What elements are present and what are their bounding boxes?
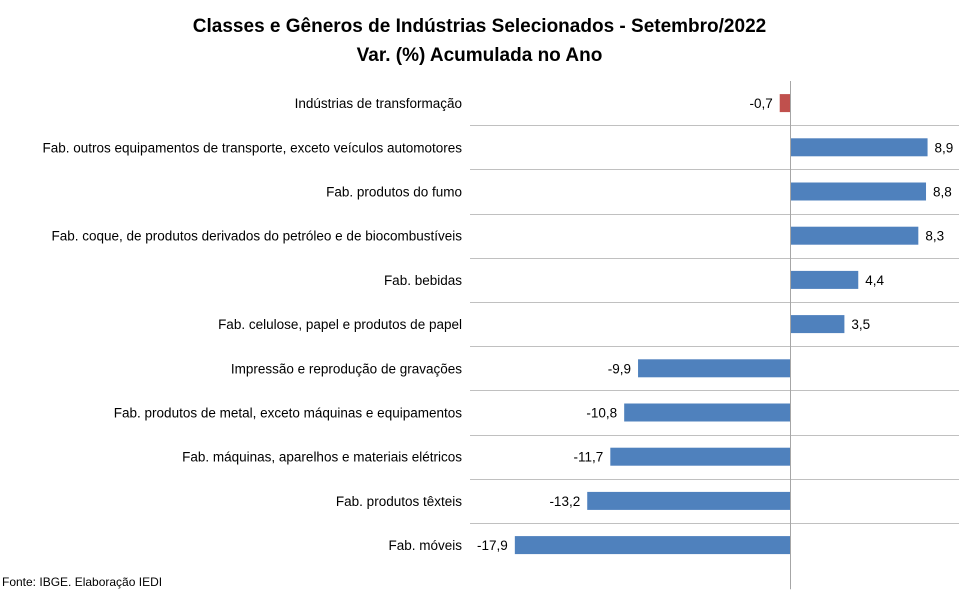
data-label: 4,4 [865,273,884,288]
bar [790,182,927,201]
chart-title: Classes e Gêneros de Indústrias Selecion… [192,16,767,37]
data-label: 3,5 [851,317,870,332]
bar [610,447,791,466]
bar [790,226,919,245]
bar [624,403,791,422]
labels: Indústrias de transformação -0,7 Fab. outr… [43,96,954,553]
category-label: Impressão e reprodução de gravações [231,361,462,376]
bar [790,315,845,334]
bar [790,270,859,289]
gridlines [470,125,959,524]
chart-title-block: Classes e Gêneros de Indústrias Selecion… [0,12,959,70]
category-label: Fab. outros equipamentos de transporte, … [43,140,463,155]
category-label: Fab. coque, de produtos derivados do pet… [51,229,462,244]
bar [638,359,791,378]
bar [587,491,791,510]
category-label: Fab. celulose, papel e produtos de papel [218,317,462,332]
category-label: Indústrias de transformação [295,96,462,111]
data-label: -10,8 [586,406,617,421]
source-note: Fonte: IBGE. Elaboração IEDI [2,575,163,589]
bar [514,536,791,555]
data-label: 8,9 [935,140,954,155]
data-label: -0,7 [749,96,772,111]
data-label: -17,9 [477,538,508,553]
category-label: Fab. móveis [388,538,462,553]
bars [514,94,928,555]
bar [779,94,791,113]
data-label: 8,8 [933,185,952,200]
category-label: Fab. produtos do fumo [326,185,462,200]
data-label: -9,9 [608,361,631,376]
category-label: Fab. produtos de metal, exceto máquinas … [114,406,462,421]
data-label: -13,2 [549,494,580,509]
data-label: 8,3 [925,229,944,244]
bar [790,138,928,157]
data-label: -11,7 [574,450,604,465]
chart-subtitle: Var. (%) Acumulada no Ano [356,45,603,66]
category-label: Fab. máquinas, aparelhos e materiais elé… [182,450,462,465]
category-label: Fab. produtos têxteis [336,494,462,509]
category-label: Fab. bebidas [384,273,462,288]
